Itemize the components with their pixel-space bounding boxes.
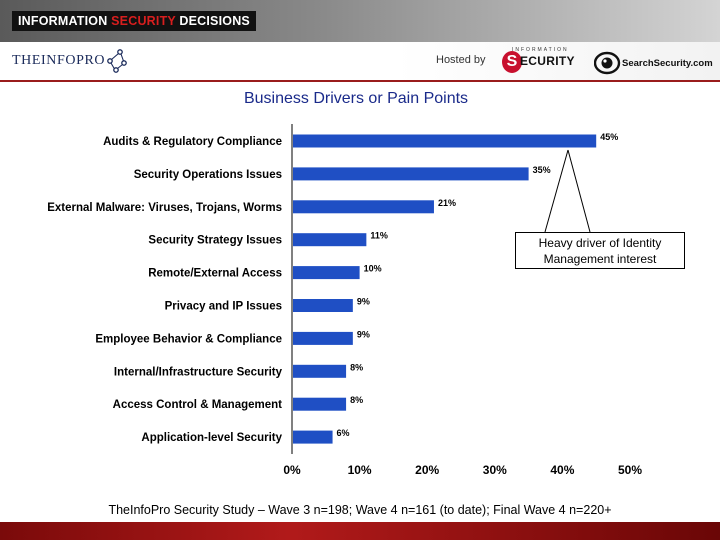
- value-label-security-operations-issues: 35%: [533, 165, 551, 175]
- value-label-application-level-security: 6%: [337, 428, 350, 438]
- category-label-privacy-and-ip-issues: Privacy and IP Issues: [165, 301, 282, 313]
- bar-remote-external-access: [293, 266, 360, 280]
- banner-title-post: DECISIONS: [175, 14, 250, 28]
- callout-line-2: Management interest: [543, 252, 657, 266]
- bar-internal-infrastructure-security: [293, 364, 347, 378]
- x-tick-label-30: 30%: [483, 463, 507, 477]
- x-tick-label-10: 10%: [348, 463, 372, 477]
- value-label-access-control-management: 8%: [350, 395, 363, 405]
- callout-annotation: Heavy driver of Identity Management inte…: [515, 232, 685, 269]
- x-tick-label-0: 0%: [283, 463, 301, 477]
- source-note: TheInfoPro Security Study – Wave 3 n=198…: [108, 503, 612, 517]
- value-label-security-strategy-issues: 11%: [370, 231, 388, 241]
- value-label-external-malware-viruses-trojans-worms: 21%: [438, 198, 456, 208]
- bottom-band: [0, 522, 720, 540]
- category-label-external-malware-viruses-trojans-worms: External Malware: Viruses, Trojans, Worm…: [47, 202, 282, 214]
- searchsecurity-logo-text: SearchSecurity.com: [622, 58, 713, 69]
- bar-privacy-and-ip-issues: [293, 299, 353, 312]
- header-strip: [0, 42, 720, 82]
- category-label-internal-infrastructure-security: Internal/Infrastructure Security: [114, 366, 283, 378]
- category-label-employee-behavior-compliance: Employee Behavior & Compliance: [95, 333, 282, 345]
- x-tick-label-40: 40%: [550, 463, 574, 477]
- x-tick-label-20: 20%: [415, 463, 439, 477]
- bar-employee-behavior-compliance: [293, 331, 353, 345]
- callout-pointer-right: [567, 149, 591, 233]
- bar-external-malware-viruses-trojans-worms: [293, 200, 434, 214]
- banner-title-accent: SECURITY: [111, 14, 176, 28]
- category-label-audits-regulatory-compliance: Audits & Regulatory Compliance: [103, 136, 282, 148]
- security-logo-word: ECURITY: [520, 54, 575, 68]
- callout-pointer-left: [544, 149, 569, 233]
- network-icon: [107, 49, 127, 73]
- information-security-logo: INFORMATION S ECURITY: [502, 46, 582, 74]
- value-label-audits-regulatory-compliance: 45%: [600, 132, 618, 142]
- x-tick-label-50: 50%: [618, 463, 642, 477]
- callout-line-1: Heavy driver of Identity: [538, 236, 662, 250]
- value-label-remote-external-access: 10%: [364, 264, 382, 274]
- security-logo-s: S: [502, 51, 522, 73]
- category-label-access-control-management: Access Control & Management: [113, 399, 283, 411]
- value-label-internal-infrastructure-security: 8%: [350, 362, 363, 372]
- eye-icon: [594, 51, 621, 75]
- bar-chart: Audits & Regulatory Compliance 45% Securit…: [47, 124, 642, 477]
- category-label-security-operations-issues: Security Operations Issues: [134, 169, 282, 181]
- theinfopro-logo: THEINFOPRO: [12, 53, 106, 68]
- bar-application-level-security: [293, 430, 333, 444]
- security-logo-top: INFORMATION: [512, 47, 569, 53]
- value-label-privacy-and-ip-issues: 9%: [357, 297, 370, 307]
- hosted-by-label: Hosted by: [436, 54, 486, 66]
- chart-title: Business Drivers or Pain Points: [0, 90, 720, 108]
- value-label-employee-behavior-compliance: 9%: [357, 329, 370, 339]
- banner-title: INFORMATION SECURITY DECISIONS: [12, 11, 256, 31]
- searchsecurity-logo: SearchSecurity.com: [594, 50, 714, 76]
- banner-title-pre: INFORMATION: [18, 14, 112, 28]
- top-banner: INFORMATION SECURITY DECISIONS: [0, 0, 720, 42]
- bar-audits-regulatory-compliance: [293, 134, 597, 148]
- category-label-application-level-security: Application-level Security: [141, 432, 282, 444]
- chart-title-text: Business Drivers or Pain Points: [243, 90, 469, 107]
- bar-access-control-management: [293, 397, 347, 411]
- bar-security-operations-issues: [293, 167, 529, 181]
- bar-security-strategy-issues: [293, 233, 367, 247]
- category-label-remote-external-access: Remote/External Access: [148, 268, 282, 280]
- category-label-security-strategy-issues: Security Strategy Issues: [148, 235, 282, 247]
